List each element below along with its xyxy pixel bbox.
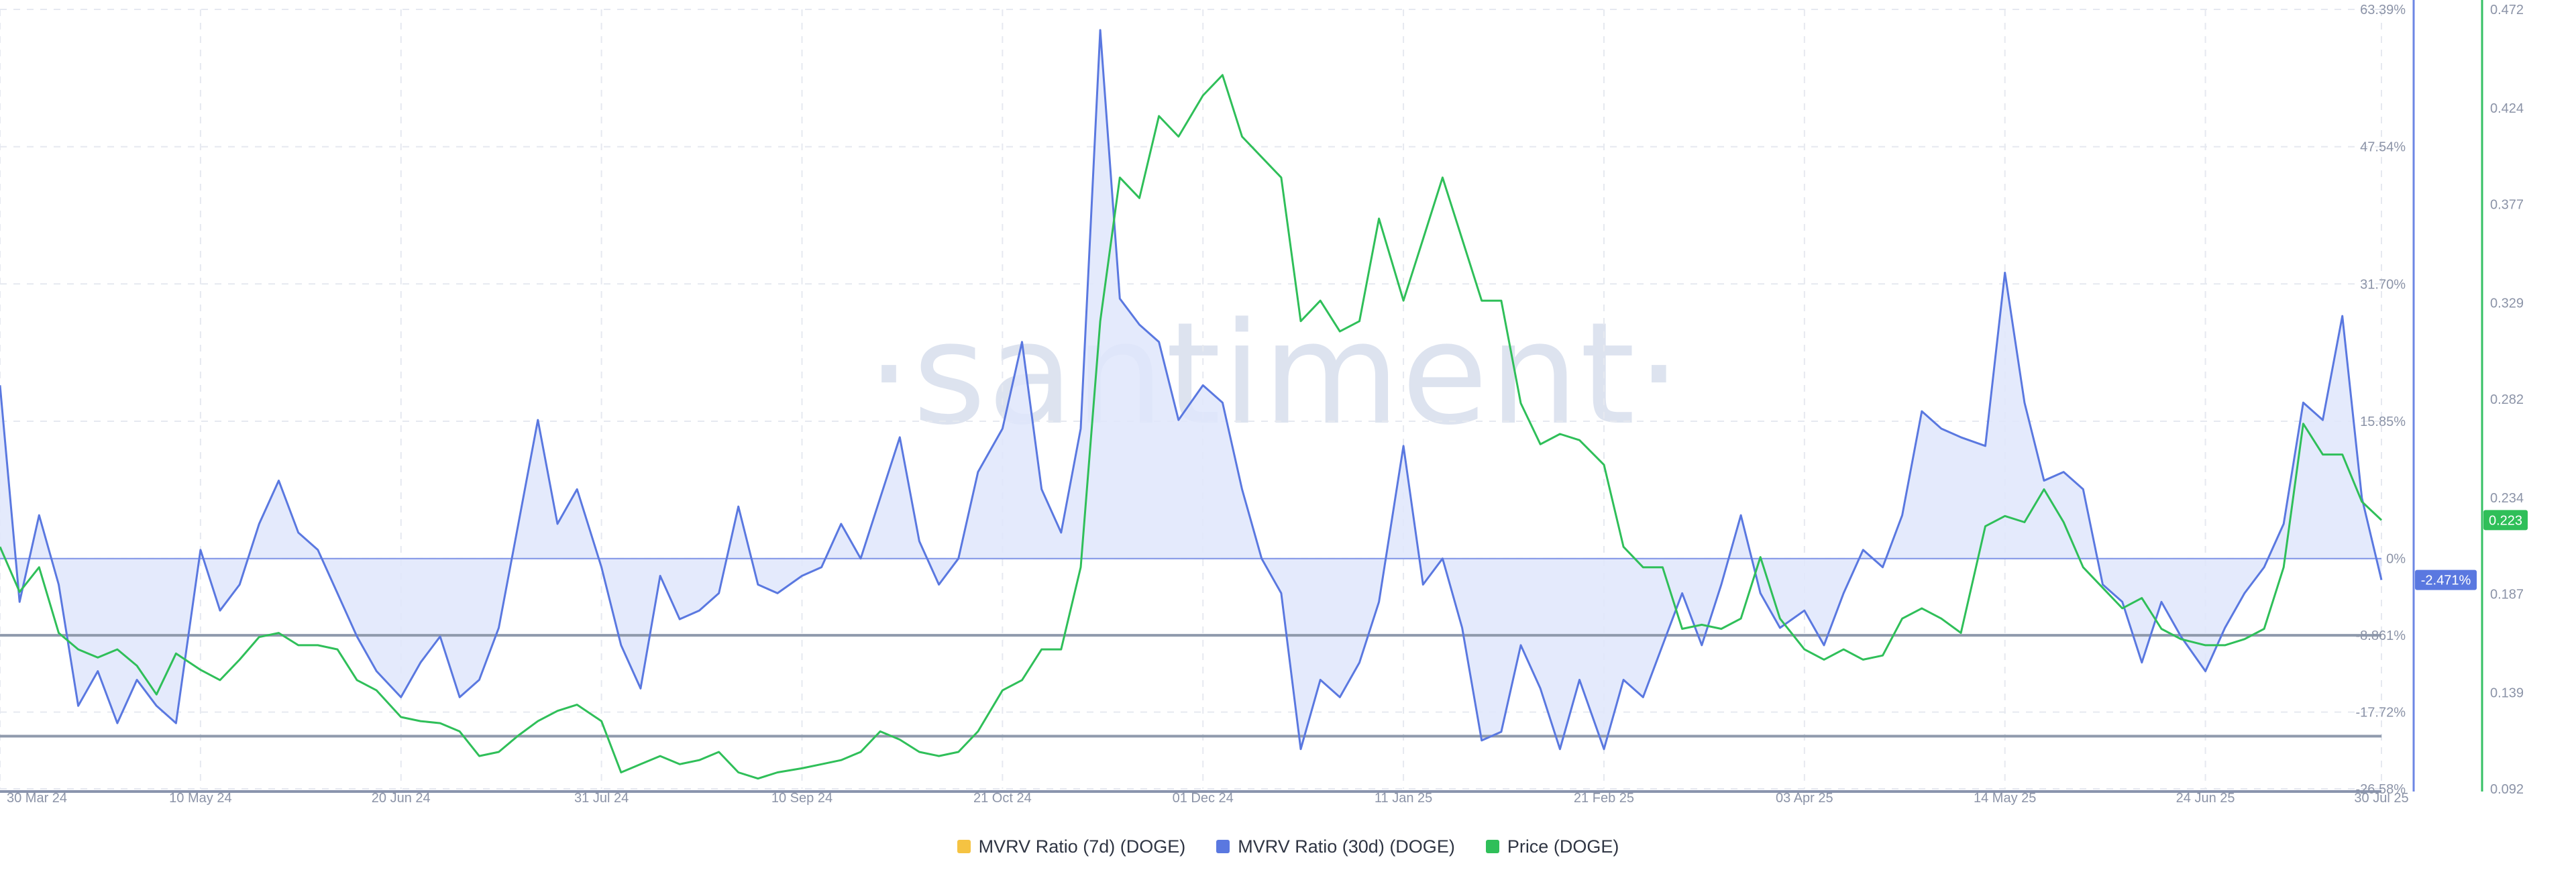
price-line [0,74,2383,780]
legend-label-mvrv-7d: MVRV Ratio (7d) (DOGE) [978,836,1186,857]
x-tick-label: 20 Jun 24 [372,791,431,806]
y-left-tick-label: -26.58% [2356,782,2406,797]
x-tick-label: 24 Jun 25 [2176,791,2235,806]
legend-item-mvrv-7d[interactable]: MVRV Ratio (7d) (DOGE) [957,836,1186,857]
x-tick-label: 01 Dec 24 [1173,791,1234,806]
y-left-tick-label: 31.70% [2360,277,2406,292]
mvrv-fill-area [0,30,2381,749]
chart-legend: MVRV Ratio (7d) (DOGE) MVRV Ratio (30d) … [0,830,2576,863]
x-tick-label: 21 Oct 24 [973,791,1032,806]
y-right-tick-label: 0.282 [2490,392,2524,407]
x-tick-label: 30 Mar 24 [7,791,67,806]
legend-label-mvrv-30d: MVRV Ratio (30d) (DOGE) [1238,836,1455,857]
y-left-tick-label: -17.72% [2356,706,2406,720]
y-left-tick-label: 15.85% [2360,415,2406,429]
y-left-tick-label: 47.54% [2360,140,2406,155]
x-tick-label: 11 Jan 25 [1375,791,1432,806]
y-right-tick-label: 0.424 [2490,101,2524,116]
mvrv-30d-line [0,29,2383,751]
y-right-tick-label: 0.234 [2490,491,2524,506]
legend-swatch-mvrv-30d [1216,840,1230,853]
y-right-tick-label: 0.092 [2490,782,2524,797]
legend-swatch-mvrv-7d [957,840,971,853]
y-left-tick-label: -8.861% [2356,629,2406,643]
legend-swatch-price [1485,840,1499,853]
mvrv-current-badge [2415,569,2477,590]
y-right-tick-label: 0.187 [2490,588,2524,602]
santiment-watermark: ·santiment· [867,292,1683,456]
x-tick-label: 10 Sep 24 [771,791,833,806]
mvrv-current-value: -2.471% [2421,574,2471,588]
mvrv-30d-area [0,30,2381,749]
y-right-tick-label: 0.139 [2490,686,2524,700]
x-tick-label: 10 May 24 [169,791,231,806]
legend-label-price: Price (DOGE) [1507,836,1619,857]
mvrv-price-chart: ·santiment· 63.39% 47.54% 31.70% 15.85% 0% -8… [0,0,2528,806]
legend-item-price[interactable]: Price (DOGE) [1485,836,1619,857]
x-tick-label: 30 Jul 25 [2354,791,2408,806]
tick-labels: 63.39% 47.54% 31.70% 15.85% 0% -8.861% -17.72%… [7,3,2524,806]
x-tick-label: 03 Apr 25 [1776,791,1833,806]
y-right-tick-label: 0.472 [2490,3,2524,17]
series-lines [0,29,2383,780]
chart-axes [0,0,2483,793]
y-left-tick-label: 0% [2386,552,2406,567]
reference-lines [0,557,2381,738]
y-right-tick-label: 0.377 [2490,198,2524,213]
x-tick-label: 21 Feb 25 [1574,791,1634,806]
y-right-tick-label: 0.329 [2490,296,2524,311]
x-tick-label: 14 May 25 [1974,791,2036,806]
x-tick-label: 31 Jul 24 [574,791,629,806]
y-left-tick-label: 63.39% [2360,3,2406,17]
value-badges: -2.471% 0.223 [2415,510,2528,590]
price-current-badge [2483,510,2528,531]
price-current-value: 0.223 [2489,513,2522,528]
legend-item-mvrv-30d[interactable]: MVRV Ratio (30d) (DOGE) [1216,836,1455,857]
